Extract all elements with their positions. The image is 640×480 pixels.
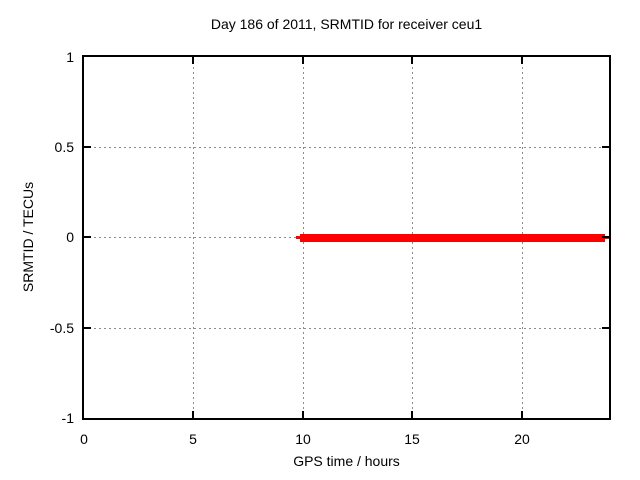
y-tick-mark	[84, 236, 91, 238]
y-tick-mark	[602, 236, 609, 238]
x-tick-mark	[192, 57, 194, 64]
x-tick-mark	[521, 57, 523, 64]
x-axis-label: GPS time / hours	[293, 453, 400, 469]
x-tick-label: 10	[295, 431, 311, 447]
y-axis-label: SRMTID / TECUs	[20, 181, 36, 293]
x-tick-label: 5	[189, 431, 197, 447]
x-tick-mark	[192, 411, 194, 418]
y-tick-mark	[602, 146, 609, 148]
y-tick-label: -1	[61, 410, 74, 426]
y-tick-label: 0.5	[54, 139, 74, 155]
x-tick-mark	[302, 57, 304, 64]
x-tick-mark	[521, 411, 523, 418]
y-tick-mark	[84, 146, 91, 148]
y-tick-mark	[84, 327, 91, 329]
line-cap-left	[295, 236, 300, 239]
y-tick-label: 1	[66, 49, 74, 65]
x-tick-mark	[411, 57, 413, 64]
chart-title: Day 186 of 2011, SRMTID for receiver ceu…	[210, 16, 483, 32]
h-gridline	[84, 147, 609, 148]
y-tick-label: 0	[66, 229, 74, 245]
plot-area	[82, 55, 611, 420]
x-tick-mark	[411, 411, 413, 418]
y-tick-label: -0.5	[49, 320, 74, 336]
h-gridline	[84, 328, 609, 329]
x-tick-label: 20	[514, 431, 530, 447]
x-tick-mark	[302, 411, 304, 418]
x-tick-label: 15	[404, 431, 420, 447]
y-tick-mark	[602, 327, 609, 329]
x-tick-label: 0	[80, 431, 88, 447]
